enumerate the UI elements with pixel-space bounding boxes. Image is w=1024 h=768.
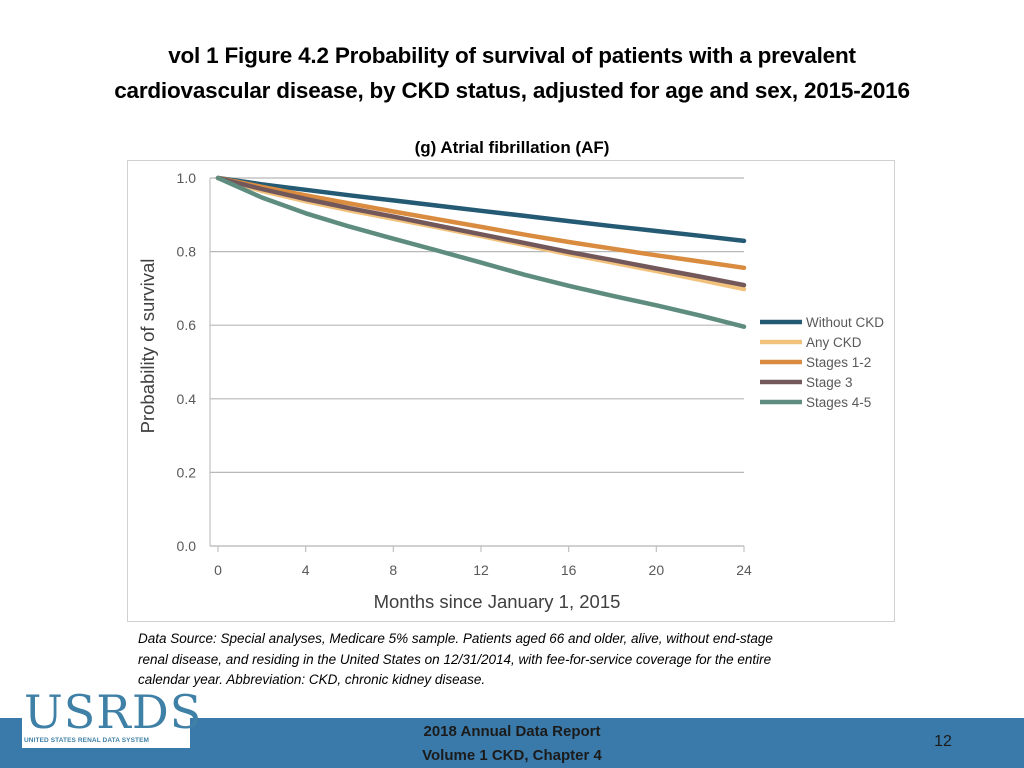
footer-line-2: Volume 1 CKD, Chapter 4	[422, 747, 602, 764]
legend-label-stage-3: Stage 3	[806, 375, 853, 390]
x-tick-label: 4	[302, 562, 310, 578]
slide-title: vol 1 Figure 4.2 Probability of survival…	[40, 38, 984, 108]
slide-title-line-1: vol 1 Figure 4.2 Probability of survival…	[168, 43, 856, 68]
y-tick-label: 0.0	[177, 538, 197, 554]
x-tick-label: 24	[736, 562, 752, 578]
footer-report-title: 2018 Annual Data Report Volume 1 CKD, Ch…	[312, 720, 712, 768]
legend-label-any-ckd: Any CKD	[806, 335, 862, 350]
x-tick-label: 20	[649, 562, 665, 578]
page-number: 12	[934, 733, 952, 750]
x-tick-label: 16	[561, 562, 577, 578]
footer-line-1: 2018 Annual Data Report	[423, 723, 601, 740]
y-tick-label: 0.6	[177, 317, 197, 333]
data-source-line-1: Data Source: Special analyses, Medicare …	[138, 631, 773, 646]
chart-frame: 0.0 0.2 0.4 0.6 0.8 1.0 0 4 8 12 16 20 24 Months sinc…	[127, 160, 895, 622]
chart: 0.0 0.2 0.4 0.6 0.8 1.0 0 4 8 12 16 20 24 Months sinc…	[137, 170, 884, 612]
y-tick-label: 0.2	[177, 464, 197, 480]
legend-label-without-ckd: Without CKD	[806, 315, 884, 330]
x-axis-title: Months since January 1, 2015	[374, 591, 621, 612]
y-tick-label: 0.4	[177, 391, 197, 407]
x-tick-label: 12	[473, 562, 489, 578]
logo-subtext: UNITED STATES RENAL DATA SYSTEM	[24, 737, 150, 744]
y-tick-label: 0.8	[177, 244, 197, 260]
chart-subtitle: (g) Atrial fibrillation (AF)	[414, 138, 610, 157]
x-tick-label: 0	[214, 562, 222, 578]
y-tick-label: 1.0	[177, 170, 197, 186]
data-source-line-3: calendar year. Abbreviation: CKD, chroni…	[138, 672, 486, 687]
legend-label-stages-4-5: Stages 4-5	[806, 395, 871, 410]
series-line-stages-1-2	[215, 175, 747, 271]
x-tick-label: 8	[389, 562, 397, 578]
data-source-line-2: renal disease, and residing in the Unite…	[138, 651, 772, 667]
legend-label-stages-1-2: Stages 1-2	[806, 355, 871, 370]
data-source-note: Data Source: Special analyses, Medicare …	[138, 629, 898, 691]
y-axis-title: Probability of survival	[137, 259, 158, 434]
series-line-stage-3	[215, 175, 747, 288]
series-line-stages-4-5	[215, 175, 747, 329]
usrds-logo: USRDS UNITED STATES RENAL DATA SYSTEM	[22, 685, 201, 748]
series-line-without-ckd	[215, 175, 747, 244]
slide-title-line-2: cardiovascular disease, by CKD status, a…	[114, 78, 910, 103]
logo-wordmark: USRDS	[24, 685, 203, 739]
